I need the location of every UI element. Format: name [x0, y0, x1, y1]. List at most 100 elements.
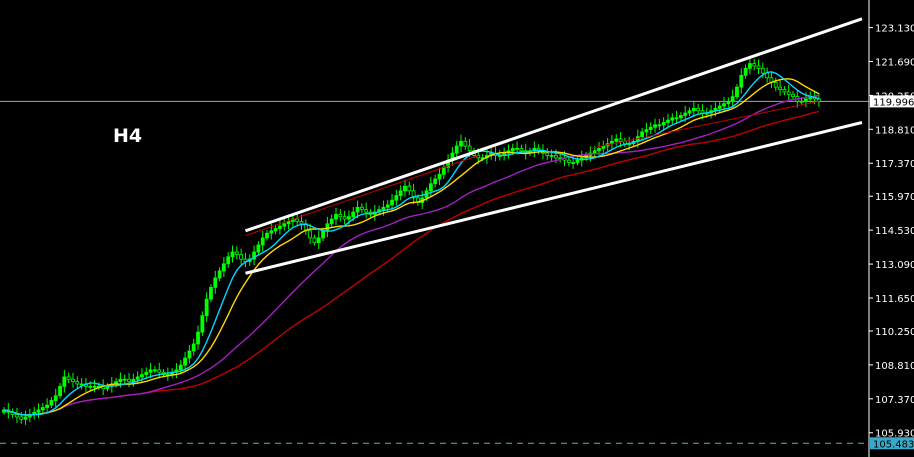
candle-body	[592, 150, 597, 154]
candle-body	[230, 251, 235, 258]
candle-body	[644, 129, 649, 133]
price-tick-label: 110.250	[875, 327, 914, 338]
candle-body	[666, 119, 670, 123]
candle-body	[726, 100, 731, 105]
candle-body	[670, 117, 675, 121]
candle-body	[308, 230, 313, 239]
candle-body	[153, 369, 157, 372]
candle-body	[743, 67, 748, 76]
candle-body	[355, 206, 360, 213]
candle-body	[122, 378, 127, 381]
candle-body	[549, 155, 554, 157]
candle-body	[45, 404, 50, 408]
candle-body	[411, 190, 416, 199]
candle-body	[135, 376, 140, 380]
candle-body	[653, 124, 657, 128]
candle-body	[71, 378, 75, 383]
candle-body	[256, 244, 261, 253]
candle-body	[648, 126, 653, 130]
current-price-label: 119.996	[873, 97, 914, 108]
candle-body	[334, 213, 338, 220]
candle-body	[791, 93, 795, 97]
candle-body	[804, 98, 808, 102]
candle-body	[661, 122, 666, 126]
candle-body	[398, 190, 403, 196]
candle-body	[454, 145, 459, 154]
candle-body	[144, 371, 149, 375]
candle-body	[273, 228, 278, 232]
candle-body	[782, 89, 787, 93]
candle-body	[53, 395, 58, 401]
timeframe-label: H4	[113, 125, 142, 147]
candle-body	[329, 218, 334, 225]
candle-body	[696, 107, 701, 112]
candle-body	[381, 206, 386, 211]
candle-body	[295, 218, 300, 222]
candle-body	[722, 103, 726, 107]
candle-body	[735, 86, 739, 97]
reference-level-box	[870, 437, 914, 450]
candle-body	[118, 378, 123, 383]
candle-body	[618, 138, 623, 142]
candle-body	[62, 376, 67, 387]
candle-body	[359, 206, 364, 211]
candle-body	[191, 343, 196, 352]
candle-body	[760, 67, 765, 74]
candle-body	[385, 204, 390, 208]
candle-body	[545, 152, 550, 156]
price-tick-label: 113.090	[875, 260, 914, 271]
candle-body	[338, 213, 343, 218]
candle-body	[36, 409, 41, 413]
candle-body	[286, 221, 291, 225]
candle-body	[19, 416, 24, 420]
candle-body	[183, 357, 187, 366]
current-price-box	[870, 95, 914, 108]
candle-body	[40, 407, 45, 411]
candle-body	[640, 131, 645, 138]
candle-body	[187, 350, 192, 359]
candle-body	[597, 148, 601, 152]
candle-body	[282, 223, 287, 227]
candle-body	[58, 385, 62, 397]
mid-ma-line	[3, 78, 820, 416]
candle-body	[79, 383, 84, 386]
candle-body	[687, 110, 692, 114]
candle-body	[321, 230, 325, 239]
candle-body	[679, 115, 683, 119]
candle-body	[2, 409, 6, 413]
fast-ma-line	[3, 71, 820, 416]
candle-body	[739, 74, 744, 88]
candle-body	[299, 221, 304, 225]
candle-body	[394, 195, 399, 201]
price-tick-label: 111.650	[875, 294, 914, 305]
candle-body	[571, 162, 576, 164]
price-tick-label: 105.930	[875, 429, 914, 440]
candle-body	[441, 166, 446, 175]
price-tick-label: 117.370	[875, 159, 914, 170]
candle-body	[403, 185, 407, 192]
candle-body	[325, 223, 330, 232]
candle-body	[127, 378, 131, 383]
price-tick-label: 114.530	[875, 226, 914, 237]
price-tick-label: 108.810	[875, 361, 914, 372]
candle-body	[88, 385, 93, 388]
candle-body	[66, 376, 71, 380]
candle-body	[510, 148, 515, 152]
price-tick-label: 115.970	[875, 192, 914, 203]
candle-body	[15, 414, 19, 418]
candle-body	[178, 364, 183, 371]
candle-body	[756, 65, 761, 69]
candle-body	[351, 211, 356, 218]
red-trendline	[245, 155, 479, 237]
candle-body	[717, 105, 722, 109]
channel-trendline	[245, 121, 863, 275]
candle-body	[519, 148, 524, 152]
candle-body	[390, 199, 394, 206]
slow-ma-line	[3, 94, 819, 416]
candle-body	[75, 381, 80, 385]
price-tick-label: 121.690	[875, 57, 914, 68]
candle-body	[407, 185, 412, 192]
